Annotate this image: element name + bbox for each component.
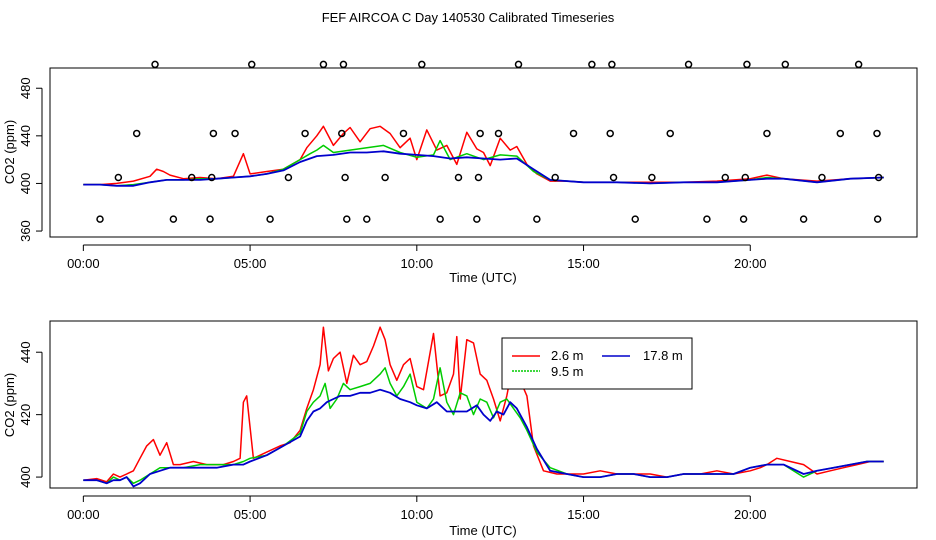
top-y-tick-label: 400 xyxy=(18,173,33,195)
marker-point xyxy=(169,215,178,223)
marker-point xyxy=(551,173,559,182)
top-x-axis-label: Time (UTC) xyxy=(449,270,516,285)
marker-point xyxy=(684,60,693,69)
marker-point xyxy=(721,173,730,182)
marker-point xyxy=(703,215,711,223)
marker-point xyxy=(96,215,104,223)
top-y-tick-label: 360 xyxy=(18,220,33,242)
marker-point xyxy=(151,60,159,69)
top-x-tick-label: 05:00 xyxy=(234,256,267,271)
marker-point xyxy=(631,215,639,223)
bottom-series-group xyxy=(83,326,884,488)
marker-point xyxy=(781,60,790,69)
marker-point xyxy=(569,129,578,138)
top-plot-frame xyxy=(49,67,918,238)
marker-point xyxy=(418,60,426,69)
marker-point xyxy=(609,173,618,182)
marker-point xyxy=(114,173,123,182)
top-panel: 00:00 05:00 10:00 15:00 20:00 360 400 440 480 T… xyxy=(2,60,918,285)
marker-point xyxy=(207,173,216,182)
legend-label-9-5m: 9.5 m xyxy=(551,364,584,379)
bottom-series-2-6-m xyxy=(83,326,884,483)
bottom-x-tick-label: 15:00 xyxy=(567,507,600,522)
marker-point xyxy=(873,215,882,223)
top-x-axis: 00:00 05:00 10:00 15:00 20:00 xyxy=(67,244,767,271)
marker-point xyxy=(743,60,751,69)
figure-title: FEF AIRCOA C Day 140530 Calibrated Times… xyxy=(322,10,615,25)
bottom-series-17-8-m xyxy=(83,388,884,488)
legend: 2.6 m 9.5 m 17.8 m xyxy=(501,337,693,390)
marker-point xyxy=(209,129,218,138)
legend-label-2-6m: 2.6 m xyxy=(551,348,584,363)
marker-point xyxy=(799,215,808,223)
marker-point xyxy=(476,129,484,138)
marker-point xyxy=(854,60,863,69)
bottom-plot-frame xyxy=(49,320,918,489)
marker-point xyxy=(266,215,274,223)
marker-point xyxy=(473,215,481,223)
bottom-x-tick-label: 10:00 xyxy=(401,507,434,522)
marker-point xyxy=(494,129,503,138)
marker-point xyxy=(666,129,674,138)
marker-point xyxy=(606,129,614,138)
marker-point xyxy=(533,215,541,223)
bottom-y-axis-label: CO2 (ppm) xyxy=(2,373,17,437)
marker-point xyxy=(341,173,349,182)
marker-point xyxy=(648,173,656,182)
top-x-tick-label: 15:00 xyxy=(567,256,600,271)
bottom-x-axis: 00:00 05:00 10:00 15:00 20:00 xyxy=(67,495,767,522)
top-x-tick-label: 10:00 xyxy=(401,256,434,271)
marker-point xyxy=(206,215,214,223)
bottom-x-tick-label: 05:00 xyxy=(234,507,267,522)
marker-point xyxy=(608,60,616,69)
top-x-tick-label: 20:00 xyxy=(734,256,767,271)
bottom-y-tick-label: 420 xyxy=(18,404,33,426)
top-x-tick-label: 00:00 xyxy=(67,256,100,271)
top-y-tick-label: 440 xyxy=(18,125,33,147)
marker-point xyxy=(874,173,883,182)
marker-point xyxy=(836,129,845,138)
bottom-x-tick-label: 00:00 xyxy=(67,507,100,522)
legend-box xyxy=(501,337,693,390)
bottom-y-tick-label: 400 xyxy=(18,466,33,488)
bottom-x-axis-label: Time (UTC) xyxy=(449,523,516,538)
marker-point xyxy=(319,60,328,69)
marker-point xyxy=(763,129,771,138)
top-markers-group xyxy=(96,60,883,223)
bottom-x-tick-label: 20:00 xyxy=(734,507,767,522)
bottom-panel: 00:00 05:00 10:00 15:00 20:00 400 420 440 Time… xyxy=(2,320,918,538)
marker-point xyxy=(399,129,408,138)
marker-point xyxy=(301,129,309,138)
marker-point xyxy=(474,173,483,182)
marker-point xyxy=(818,173,826,182)
top-series-17-8-m xyxy=(83,150,884,187)
top-y-axis: 360 400 440 480 xyxy=(18,77,43,242)
marker-point xyxy=(132,129,141,138)
marker-point xyxy=(284,173,293,182)
top-y-tick-label: 480 xyxy=(18,77,33,99)
marker-point xyxy=(873,129,881,138)
marker-point xyxy=(514,60,523,69)
legend-label-17-8m: 17.8 m xyxy=(643,348,683,363)
marker-point xyxy=(231,129,239,138)
marker-point xyxy=(363,215,371,223)
bottom-y-axis: 400 420 440 xyxy=(18,341,43,488)
marker-point xyxy=(741,173,750,182)
marker-point xyxy=(588,60,596,69)
top-y-axis-label: CO2 (ppm) xyxy=(2,120,17,184)
marker-point xyxy=(739,215,748,223)
marker-point xyxy=(381,173,389,182)
marker-point xyxy=(436,215,444,223)
marker-point xyxy=(338,129,346,138)
marker-point xyxy=(343,215,351,223)
marker-point xyxy=(187,173,196,182)
marker-point xyxy=(454,173,463,182)
bottom-y-tick-label: 440 xyxy=(18,341,33,363)
marker-point xyxy=(339,60,348,69)
marker-point xyxy=(247,60,256,69)
